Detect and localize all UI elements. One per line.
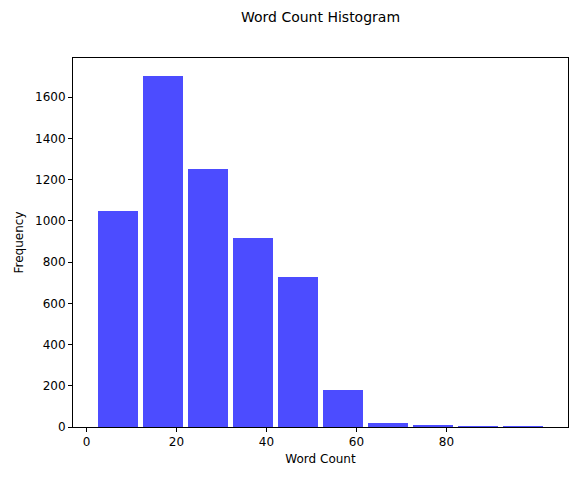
svg-text:1400: 1400	[35, 132, 66, 146]
svg-text:1200: 1200	[35, 173, 66, 187]
svg-text:80: 80	[439, 435, 454, 449]
svg-text:60: 60	[349, 435, 364, 449]
svg-text:200: 200	[43, 379, 66, 393]
svg-text:600: 600	[43, 297, 66, 311]
svg-text:Word Count Histogram: Word Count Histogram	[241, 9, 400, 25]
svg-text:40: 40	[259, 435, 274, 449]
svg-text:Word Count: Word Count	[285, 452, 356, 466]
svg-text:800: 800	[43, 255, 66, 269]
svg-text:400: 400	[43, 338, 66, 352]
svg-text:1000: 1000	[35, 214, 66, 228]
svg-text:0: 0	[83, 435, 91, 449]
svg-text:20: 20	[169, 435, 184, 449]
svg-text:Frequency: Frequency	[12, 212, 26, 274]
svg-text:0: 0	[58, 420, 66, 434]
svg-text:1600: 1600	[35, 90, 66, 104]
